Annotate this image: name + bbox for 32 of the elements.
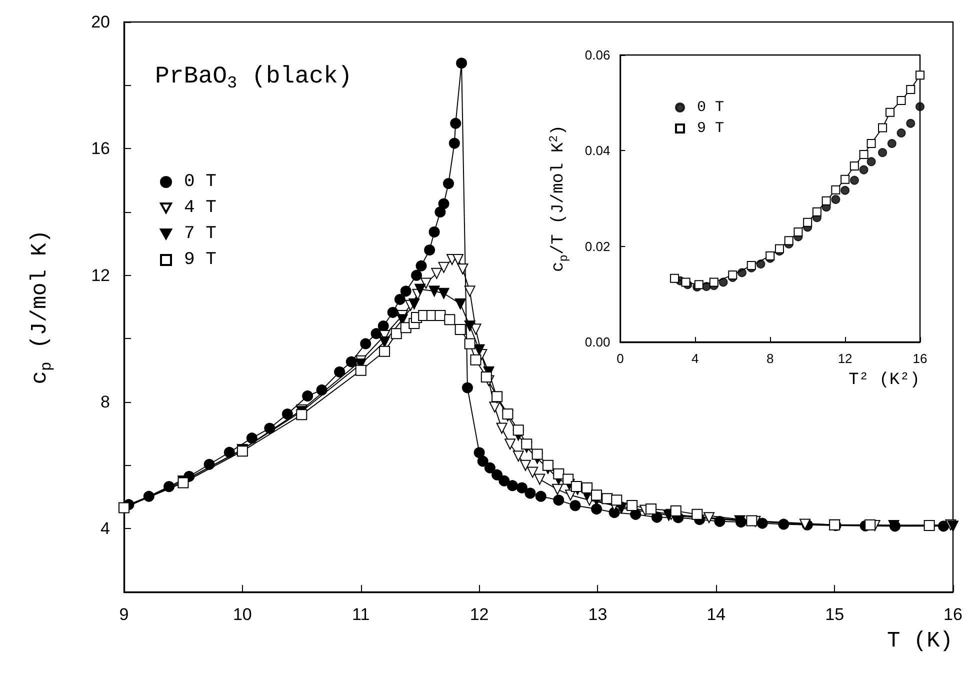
x-axis-title: T² (K²) xyxy=(848,371,920,390)
x-tick-label: 4 xyxy=(692,351,699,366)
y-tick-label: 8 xyxy=(100,392,110,412)
x-tick-label: 0 xyxy=(616,351,624,366)
y-tick-label: 16 xyxy=(91,139,110,158)
x-tick-label: 9 xyxy=(119,605,129,624)
x-tick-label: 10 xyxy=(232,605,252,624)
legend-label: 9 T xyxy=(184,250,217,270)
y-tick-label: 0.04 xyxy=(584,143,610,158)
legend-label: 7 T xyxy=(184,224,217,244)
x-tick-label: 12 xyxy=(470,605,489,624)
y-tick-label: 0.06 xyxy=(584,48,610,62)
legend-label: 9 T xyxy=(697,120,724,137)
y-tick-label: 0.02 xyxy=(584,238,610,254)
x-tick-label: 13 xyxy=(588,605,608,624)
x-tick-label: 16 xyxy=(912,351,928,366)
legend-label: 4 T xyxy=(184,198,217,218)
x-tick-label: 11 xyxy=(352,605,370,624)
y-axis-title: cp/T (J/mol K2) xyxy=(547,125,572,272)
legend-label: 0 T xyxy=(184,172,217,192)
x-tick-label: 8 xyxy=(766,351,774,366)
x-axis-title: T (K) xyxy=(886,628,953,654)
y-axis-title: cp (J/mol K) xyxy=(27,230,56,384)
x-tick-label: 14 xyxy=(706,605,726,624)
x-tick-label: 15 xyxy=(825,605,844,624)
y-tick-label: 0.00 xyxy=(584,334,610,350)
x-tick-label: 16 xyxy=(944,605,962,624)
legend-label: 0 T xyxy=(697,99,724,116)
y-tick-label: 4 xyxy=(100,519,110,538)
y-tick-label: 20 xyxy=(91,12,110,32)
y-tick-label: 12 xyxy=(91,266,110,285)
x-tick-label: 12 xyxy=(838,351,852,366)
